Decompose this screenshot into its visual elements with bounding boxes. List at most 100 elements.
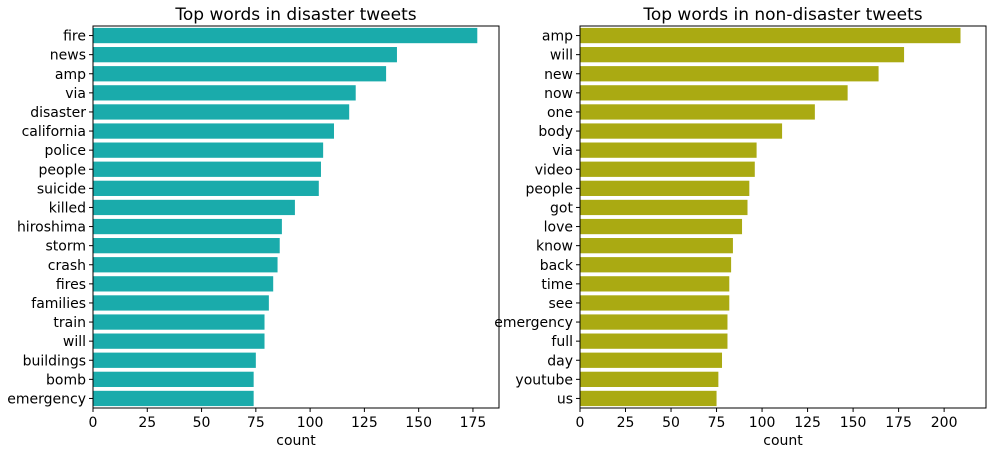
- axes-frame: [92, 25, 500, 409]
- bar-youtube: [580, 371, 719, 387]
- x-axis-label: count: [763, 433, 803, 449]
- chart-title: Top words in non-disaster tweets: [642, 5, 922, 25]
- bar-bomb: [93, 371, 254, 387]
- bar-fire: [93, 27, 478, 44]
- bar-us: [580, 390, 717, 407]
- x-tick-label: 175: [460, 415, 487, 431]
- bar-hiroshima: [93, 218, 282, 235]
- y-tick-label: love: [544, 220, 573, 236]
- bar-will: [580, 47, 905, 63]
- bar-love: [580, 218, 743, 235]
- bar-one: [580, 104, 815, 120]
- bar-fires: [93, 276, 274, 292]
- y-tick-label: now: [544, 86, 573, 102]
- bar-back: [580, 257, 732, 273]
- y-tick-label: amp: [55, 67, 86, 83]
- x-tick-label: 200: [931, 415, 958, 431]
- y-tick-label: back: [540, 258, 574, 274]
- bar-california: [93, 123, 334, 139]
- bar-now: [580, 85, 848, 101]
- x-tick-label: 150: [405, 415, 432, 431]
- x-tick-label: 25: [138, 415, 156, 431]
- y-tick-label: via: [65, 86, 86, 102]
- bar-time: [580, 276, 730, 292]
- y-tick-label: california: [22, 124, 86, 140]
- y-tick-label: news: [50, 48, 86, 64]
- y-tick-label: via: [552, 143, 573, 159]
- bar-people: [580, 180, 750, 196]
- chart-title: Top words in disaster tweets: [174, 5, 416, 25]
- chart-panel-1: fire news amp via disaster california police pe…: [7, 5, 500, 449]
- x-tick-label: 75: [708, 415, 726, 431]
- axes-frame: [579, 25, 987, 409]
- bar-crash: [93, 257, 278, 273]
- y-tick-label: body: [538, 124, 573, 140]
- y-tick-label: bomb: [46, 372, 86, 388]
- y-tick-label: families: [31, 296, 86, 312]
- bar-via: [580, 142, 757, 158]
- x-tick-label: 25: [617, 415, 635, 431]
- x-tick-label: 100: [749, 415, 776, 431]
- y-tick-label: will: [63, 334, 86, 350]
- y-tick-label: new: [544, 67, 573, 83]
- y-tick-label: one: [547, 105, 573, 121]
- bar-killed: [93, 199, 295, 216]
- y-tick-label: crash: [48, 258, 86, 274]
- y-tick-label: fires: [56, 277, 86, 293]
- x-tick-label: 0: [89, 415, 98, 431]
- y-tick-label: people: [39, 162, 86, 178]
- bar-full: [580, 333, 728, 349]
- y-tick-label: fire: [63, 29, 86, 45]
- x-tick-label: 150: [840, 415, 867, 431]
- bar-families: [93, 295, 269, 311]
- bar-day: [580, 352, 723, 368]
- x-axis-label: count: [276, 433, 316, 449]
- bar-amp: [93, 66, 387, 82]
- x-tick-label: 175: [885, 415, 912, 431]
- bar-people: [93, 161, 321, 177]
- y-tick-label: us: [557, 391, 573, 407]
- y-tick-label: youtube: [515, 372, 573, 388]
- y-tick-label: storm: [46, 239, 87, 255]
- y-tick-label: buildings: [23, 353, 86, 369]
- bar-police: [93, 142, 324, 158]
- x-tick-label: 0: [576, 415, 585, 431]
- bar-got: [580, 199, 748, 216]
- y-tick-label: will: [550, 48, 573, 64]
- bar-via: [93, 85, 356, 101]
- bar-news: [93, 47, 397, 63]
- y-tick-label: time: [541, 277, 573, 293]
- y-tick-label: got: [550, 200, 573, 216]
- y-tick-label: full: [551, 334, 573, 350]
- bar-train: [93, 314, 265, 330]
- bar-see: [580, 295, 730, 311]
- chart-panel-2: amp will new now one body via video people got lov…: [494, 5, 987, 449]
- bar-new: [580, 66, 879, 82]
- y-tick-label: hiroshima: [17, 220, 86, 236]
- y-tick-label: know: [536, 239, 573, 255]
- y-tick-label: amp: [542, 29, 573, 45]
- y-tick-label: people: [526, 181, 573, 197]
- y-tick-label: killed: [49, 200, 86, 216]
- x-tick-label: 50: [193, 415, 211, 431]
- y-tick-label: emergency: [7, 391, 86, 407]
- bar-amp: [580, 27, 961, 44]
- bar-know: [580, 238, 733, 254]
- bar-will: [93, 333, 265, 349]
- bar-suicide: [93, 180, 319, 196]
- bar-emergency: [580, 314, 728, 330]
- bar-body: [580, 123, 783, 139]
- y-tick-label: police: [44, 143, 86, 159]
- x-tick-label: 75: [247, 415, 265, 431]
- bar-emergency: [93, 390, 254, 407]
- bar-storm: [93, 238, 280, 254]
- y-tick-label: see: [548, 296, 573, 312]
- bar-video: [580, 161, 755, 177]
- x-tick-label: 125: [794, 415, 821, 431]
- y-tick-label: disaster: [30, 105, 86, 121]
- y-tick-label: train: [53, 315, 86, 331]
- x-tick-label: 50: [662, 415, 680, 431]
- bar-disaster: [93, 104, 350, 120]
- x-tick-label: 125: [351, 415, 378, 431]
